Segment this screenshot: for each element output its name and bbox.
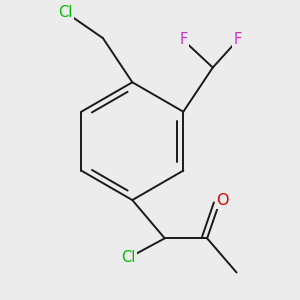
Text: F: F	[233, 32, 242, 47]
Text: Cl: Cl	[121, 250, 135, 265]
Text: Cl: Cl	[58, 5, 72, 20]
Text: F: F	[180, 32, 188, 47]
Text: O: O	[216, 193, 229, 208]
